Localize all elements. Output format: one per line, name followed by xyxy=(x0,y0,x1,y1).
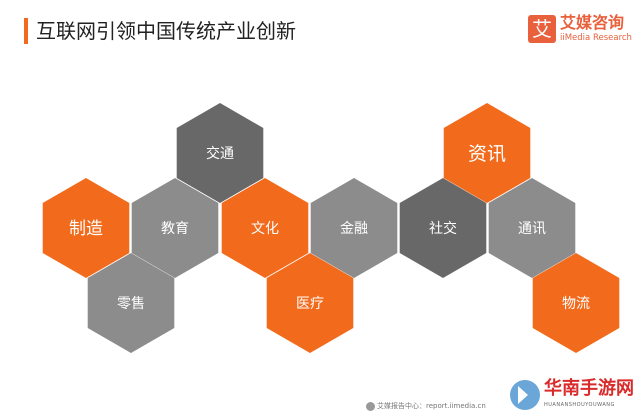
hex-lingshou: 零售 xyxy=(87,253,175,353)
hex-zixun: 资讯 xyxy=(443,103,531,203)
hex-yiliao: 医疗 xyxy=(266,253,354,353)
page-title: 互联网引领中国传统产业创新 xyxy=(36,19,296,43)
hex-label: 制造 xyxy=(69,219,103,239)
hex-jiaoyu: 教育 xyxy=(131,178,219,278)
hex-jiaotong: 交通 xyxy=(176,103,264,203)
hex-shejiao: 社交 xyxy=(399,178,487,278)
hex-shape xyxy=(310,178,398,278)
hex-shape xyxy=(131,178,219,278)
hex-shape xyxy=(176,103,264,203)
logo-mark-icon: 艾 xyxy=(528,15,556,43)
iimedia-logo: 艾 艾媒咨询 iiMedia Research xyxy=(528,13,632,47)
hex-label: 社交 xyxy=(429,220,457,237)
hex-shape xyxy=(266,253,354,353)
report-center-icon xyxy=(366,401,375,411)
hex-label: 医疗 xyxy=(296,296,324,312)
hex-shape xyxy=(399,178,487,278)
hex-shape xyxy=(443,103,531,203)
hex-shape xyxy=(87,253,175,353)
watermark-subtext: HUANANSHOUYOUWANG xyxy=(544,402,615,408)
hex-label: 文化 xyxy=(251,221,279,237)
watermark-play-icon xyxy=(510,380,540,410)
hex-shape xyxy=(488,178,576,278)
footer-source: 艾媒报告中心：report.iimedia.cn xyxy=(366,399,486,413)
hex-label: 通讯 xyxy=(518,221,546,237)
hex-label: 资讯 xyxy=(468,143,506,165)
hex-label: 零售 xyxy=(117,296,145,312)
hex-tongxun: 通讯 xyxy=(488,178,576,278)
hex-wenhua: 文化 xyxy=(221,178,309,278)
hex-jinrong: 金融 xyxy=(310,178,398,278)
hex-label: 金融 xyxy=(340,221,368,237)
title-accent-bar xyxy=(24,18,28,44)
hex-zhizao: 制造 xyxy=(42,178,130,278)
logo-name: 艾媒咨询 xyxy=(560,13,625,32)
logo-english-name: iiMedia Research xyxy=(560,33,632,43)
hex-label: 物流 xyxy=(562,296,590,312)
watermark-text: 华南手游网 xyxy=(544,378,634,399)
footer-text: 艾媒报告中心：report.iimedia.cn xyxy=(377,402,486,410)
hex-shape xyxy=(221,178,309,278)
hex-wuliu: 物流 xyxy=(532,253,620,353)
hex-label: 教育 xyxy=(161,221,189,237)
hex-label: 交通 xyxy=(206,145,234,162)
hex-shape xyxy=(42,178,130,278)
watermark: 华南手游网 HUANANSHOUYOUWANG xyxy=(510,378,636,412)
hex-shape xyxy=(532,253,620,353)
